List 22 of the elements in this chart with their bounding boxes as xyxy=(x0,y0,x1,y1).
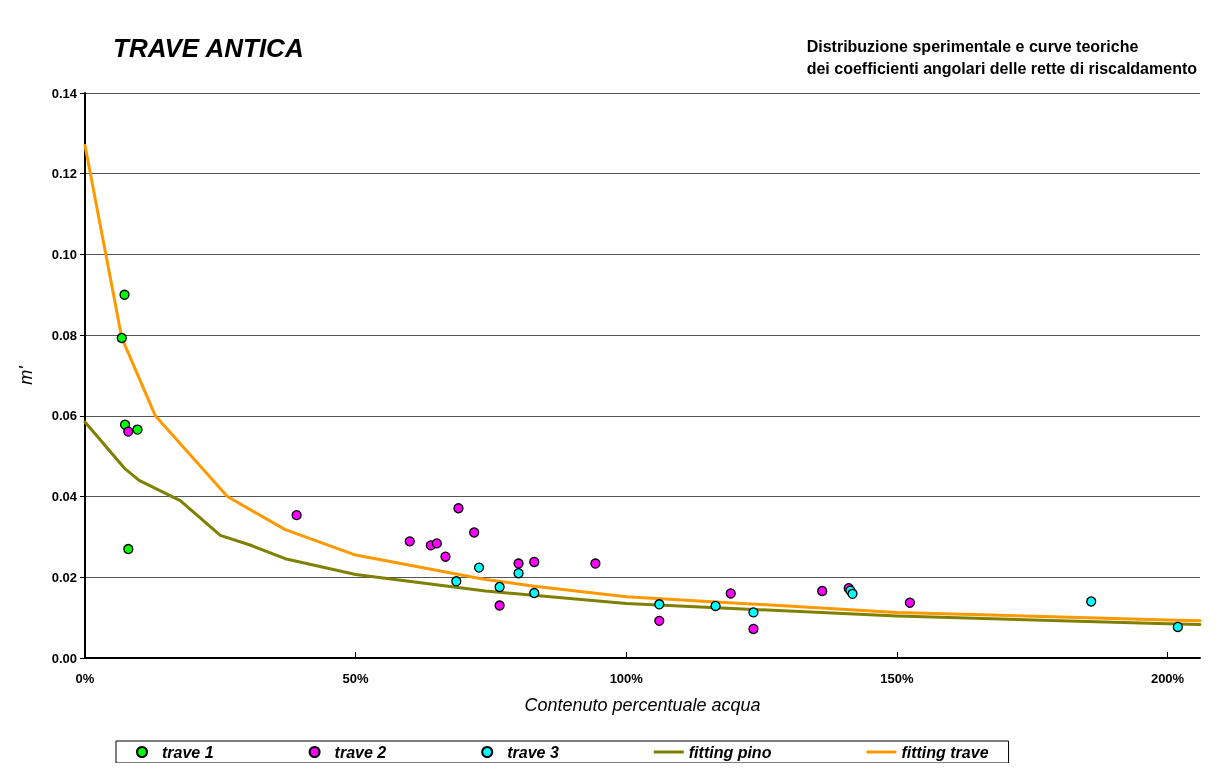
chart-title: TRAVE ANTICA xyxy=(113,33,304,63)
y-tick-label: 0.08 xyxy=(51,327,77,343)
y-tick-label: 0.10 xyxy=(51,246,77,262)
y-tick-label: 0.14 xyxy=(51,85,78,101)
x-axis-title: Contenuto percentuale acqua xyxy=(524,695,761,715)
legend-label: fitting pino xyxy=(688,743,772,761)
x-tick-label: 0% xyxy=(75,671,95,686)
legend-label: trave 2 xyxy=(334,743,387,761)
x-tick-label: 200% xyxy=(1150,671,1185,686)
y-tick-label: 0.12 xyxy=(51,166,77,182)
y-tick-label: 0.02 xyxy=(51,569,77,585)
chart-subtitle: Distribuzione sperimentale e curve teoriche dei coefficienti angolari delle rette di riscaldamento xyxy=(806,37,1198,77)
y-axis-title: m' xyxy=(16,365,36,385)
y-tick-label: 0.04 xyxy=(51,489,78,505)
legend-label: fitting trave xyxy=(901,743,989,761)
legend-label: trave 1 xyxy=(162,743,214,761)
x-tick-label: 100% xyxy=(609,671,644,686)
legend-label: trave 3 xyxy=(507,743,559,761)
x-tick-label: 50% xyxy=(342,671,370,686)
x-tick-label: 150% xyxy=(880,671,914,686)
y-tick-label: 0.00 xyxy=(51,650,77,666)
y-tick-label: 0.06 xyxy=(51,408,77,424)
